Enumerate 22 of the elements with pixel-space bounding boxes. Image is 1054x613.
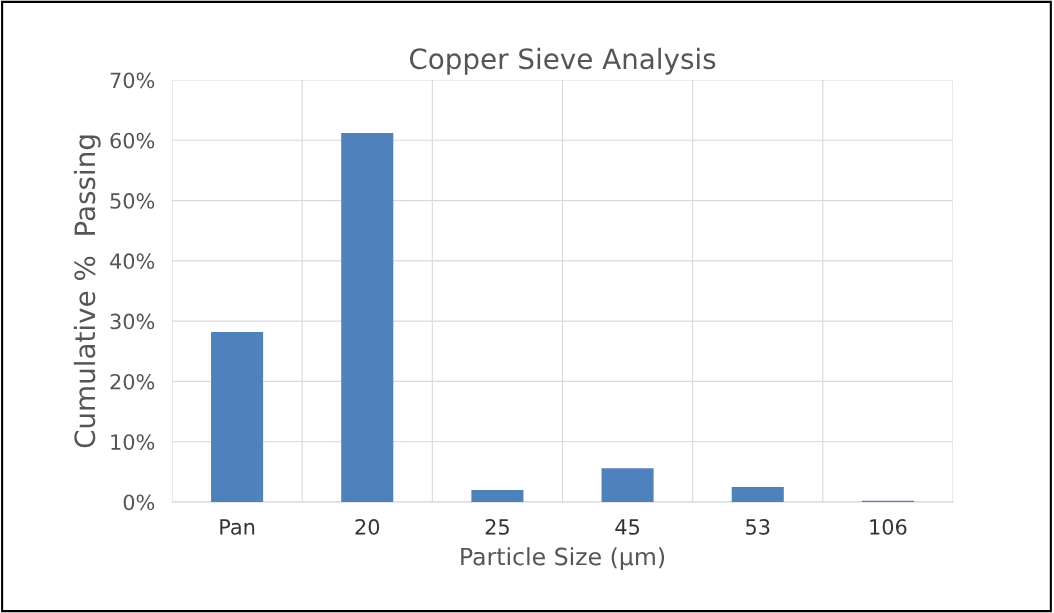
- y-tick-label: 10%: [111, 434, 155, 450]
- y-tick-label: 30%: [110, 313, 155, 330]
- x-tick-label: 53: [746, 519, 770, 535]
- y-axis-title: Cumulative % Passing: [73, 135, 101, 448]
- x-tick-label: 20: [355, 519, 380, 535]
- bar: [601, 468, 654, 502]
- x-tick-label: 45: [615, 519, 640, 535]
- y-tick-label: 40%: [110, 253, 155, 270]
- y-tick-label: 70%: [110, 72, 155, 89]
- y-tick-label: 0%: [123, 494, 155, 511]
- y-tick-label: 60%: [110, 132, 155, 149]
- x-axis-title: Particle Size (µm): [461, 547, 665, 571]
- bar: [731, 486, 784, 502]
- x-tick-label: 25: [485, 519, 509, 535]
- bar: [341, 133, 394, 502]
- bar: [211, 331, 264, 502]
- bar: [471, 489, 524, 502]
- y-tick-label: 50%: [110, 193, 155, 209]
- x-tick-label: 106: [870, 519, 907, 535]
- y-tick-label: 20%: [110, 373, 155, 390]
- chart-title: Copper Sieve Analysis: [409, 47, 716, 75]
- x-tick-label: Pan: [220, 519, 255, 535]
